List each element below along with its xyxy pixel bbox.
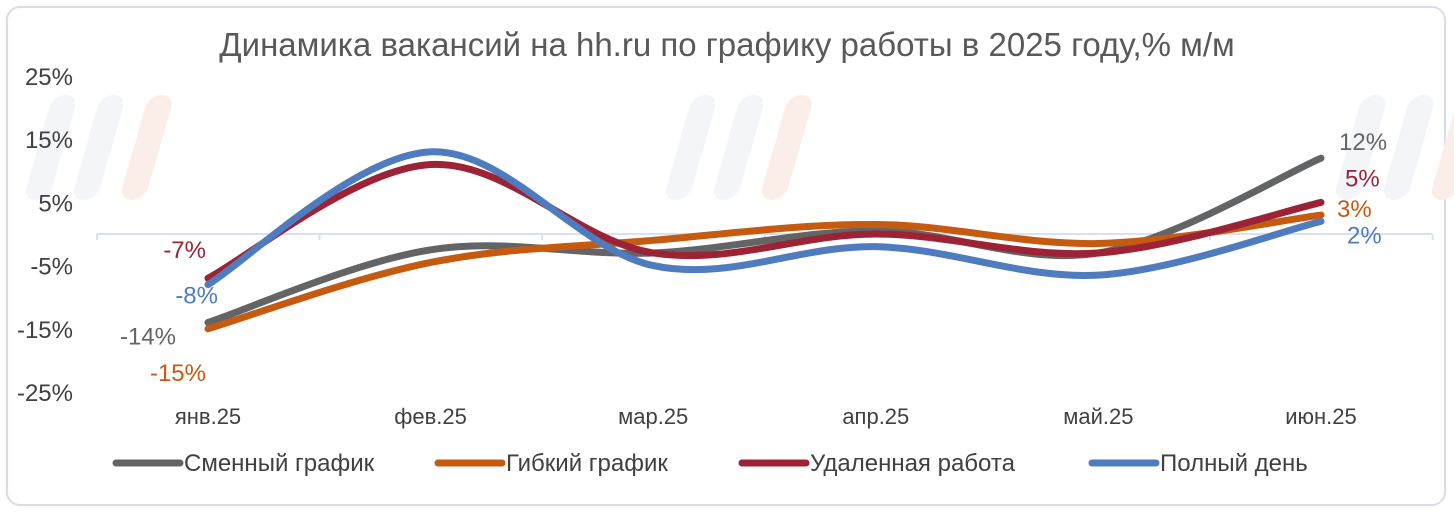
data-label: -14% bbox=[120, 323, 176, 350]
watermark-stripe bbox=[1383, 95, 1434, 200]
watermark-stripe bbox=[1431, 95, 1454, 200]
y-tick-label: 15% bbox=[25, 127, 73, 154]
legend-label: Полный день bbox=[1160, 450, 1308, 477]
x-tick-label: май.25 bbox=[1063, 404, 1133, 429]
y-tick-label: -25% bbox=[17, 380, 73, 407]
watermark-stripe bbox=[665, 95, 716, 200]
watermark-stripe bbox=[713, 95, 764, 200]
x-tick-label: июн.25 bbox=[1285, 404, 1357, 429]
y-tick-label: 25% bbox=[25, 64, 73, 91]
x-tick-label: мар.25 bbox=[618, 404, 688, 429]
x-tick-label: апр.25 bbox=[842, 404, 909, 429]
legend-label: Удаленная работа bbox=[810, 450, 1016, 477]
series-line bbox=[204, 211, 1325, 333]
data-labels: -14% 12% -15% 3% -7% 5% -8% 2% bbox=[120, 129, 1387, 387]
series-line bbox=[204, 160, 1325, 282]
watermark-stripe bbox=[25, 95, 76, 200]
data-label: -8% bbox=[175, 283, 218, 310]
watermark-stripe bbox=[121, 95, 172, 200]
series-lines bbox=[204, 148, 1325, 333]
x-tick-label: фев.25 bbox=[394, 404, 467, 429]
data-label: -7% bbox=[163, 237, 206, 264]
legend: Сменный график Гибкий график Удаленная раб… bbox=[112, 450, 1308, 477]
watermark bbox=[25, 95, 1454, 200]
watermark-stripe bbox=[1335, 95, 1386, 200]
data-label: 12% bbox=[1339, 129, 1387, 156]
y-tick-label: -15% bbox=[17, 317, 73, 344]
x-tick-label: янв.25 bbox=[175, 404, 241, 429]
data-label: 2% bbox=[1347, 222, 1382, 249]
watermark-stripe bbox=[73, 95, 124, 200]
y-tick-label: 5% bbox=[38, 190, 73, 217]
chart-title: Динамика вакансий на hh.ru по графику ра… bbox=[219, 26, 1234, 63]
data-label: 5% bbox=[1345, 165, 1380, 192]
legend-label: Гибкий график bbox=[506, 450, 668, 477]
data-label: -15% bbox=[150, 360, 206, 387]
data-label: 3% bbox=[1337, 196, 1372, 223]
legend-label: Сменный график bbox=[184, 450, 375, 477]
y-tick-label: -5% bbox=[30, 254, 73, 281]
series-line bbox=[204, 154, 1325, 326]
series-line bbox=[204, 148, 1325, 289]
watermark-stripe bbox=[761, 95, 812, 200]
y-axis-ticks: 25% 15% 5% -5% -15% -25% bbox=[17, 64, 73, 407]
